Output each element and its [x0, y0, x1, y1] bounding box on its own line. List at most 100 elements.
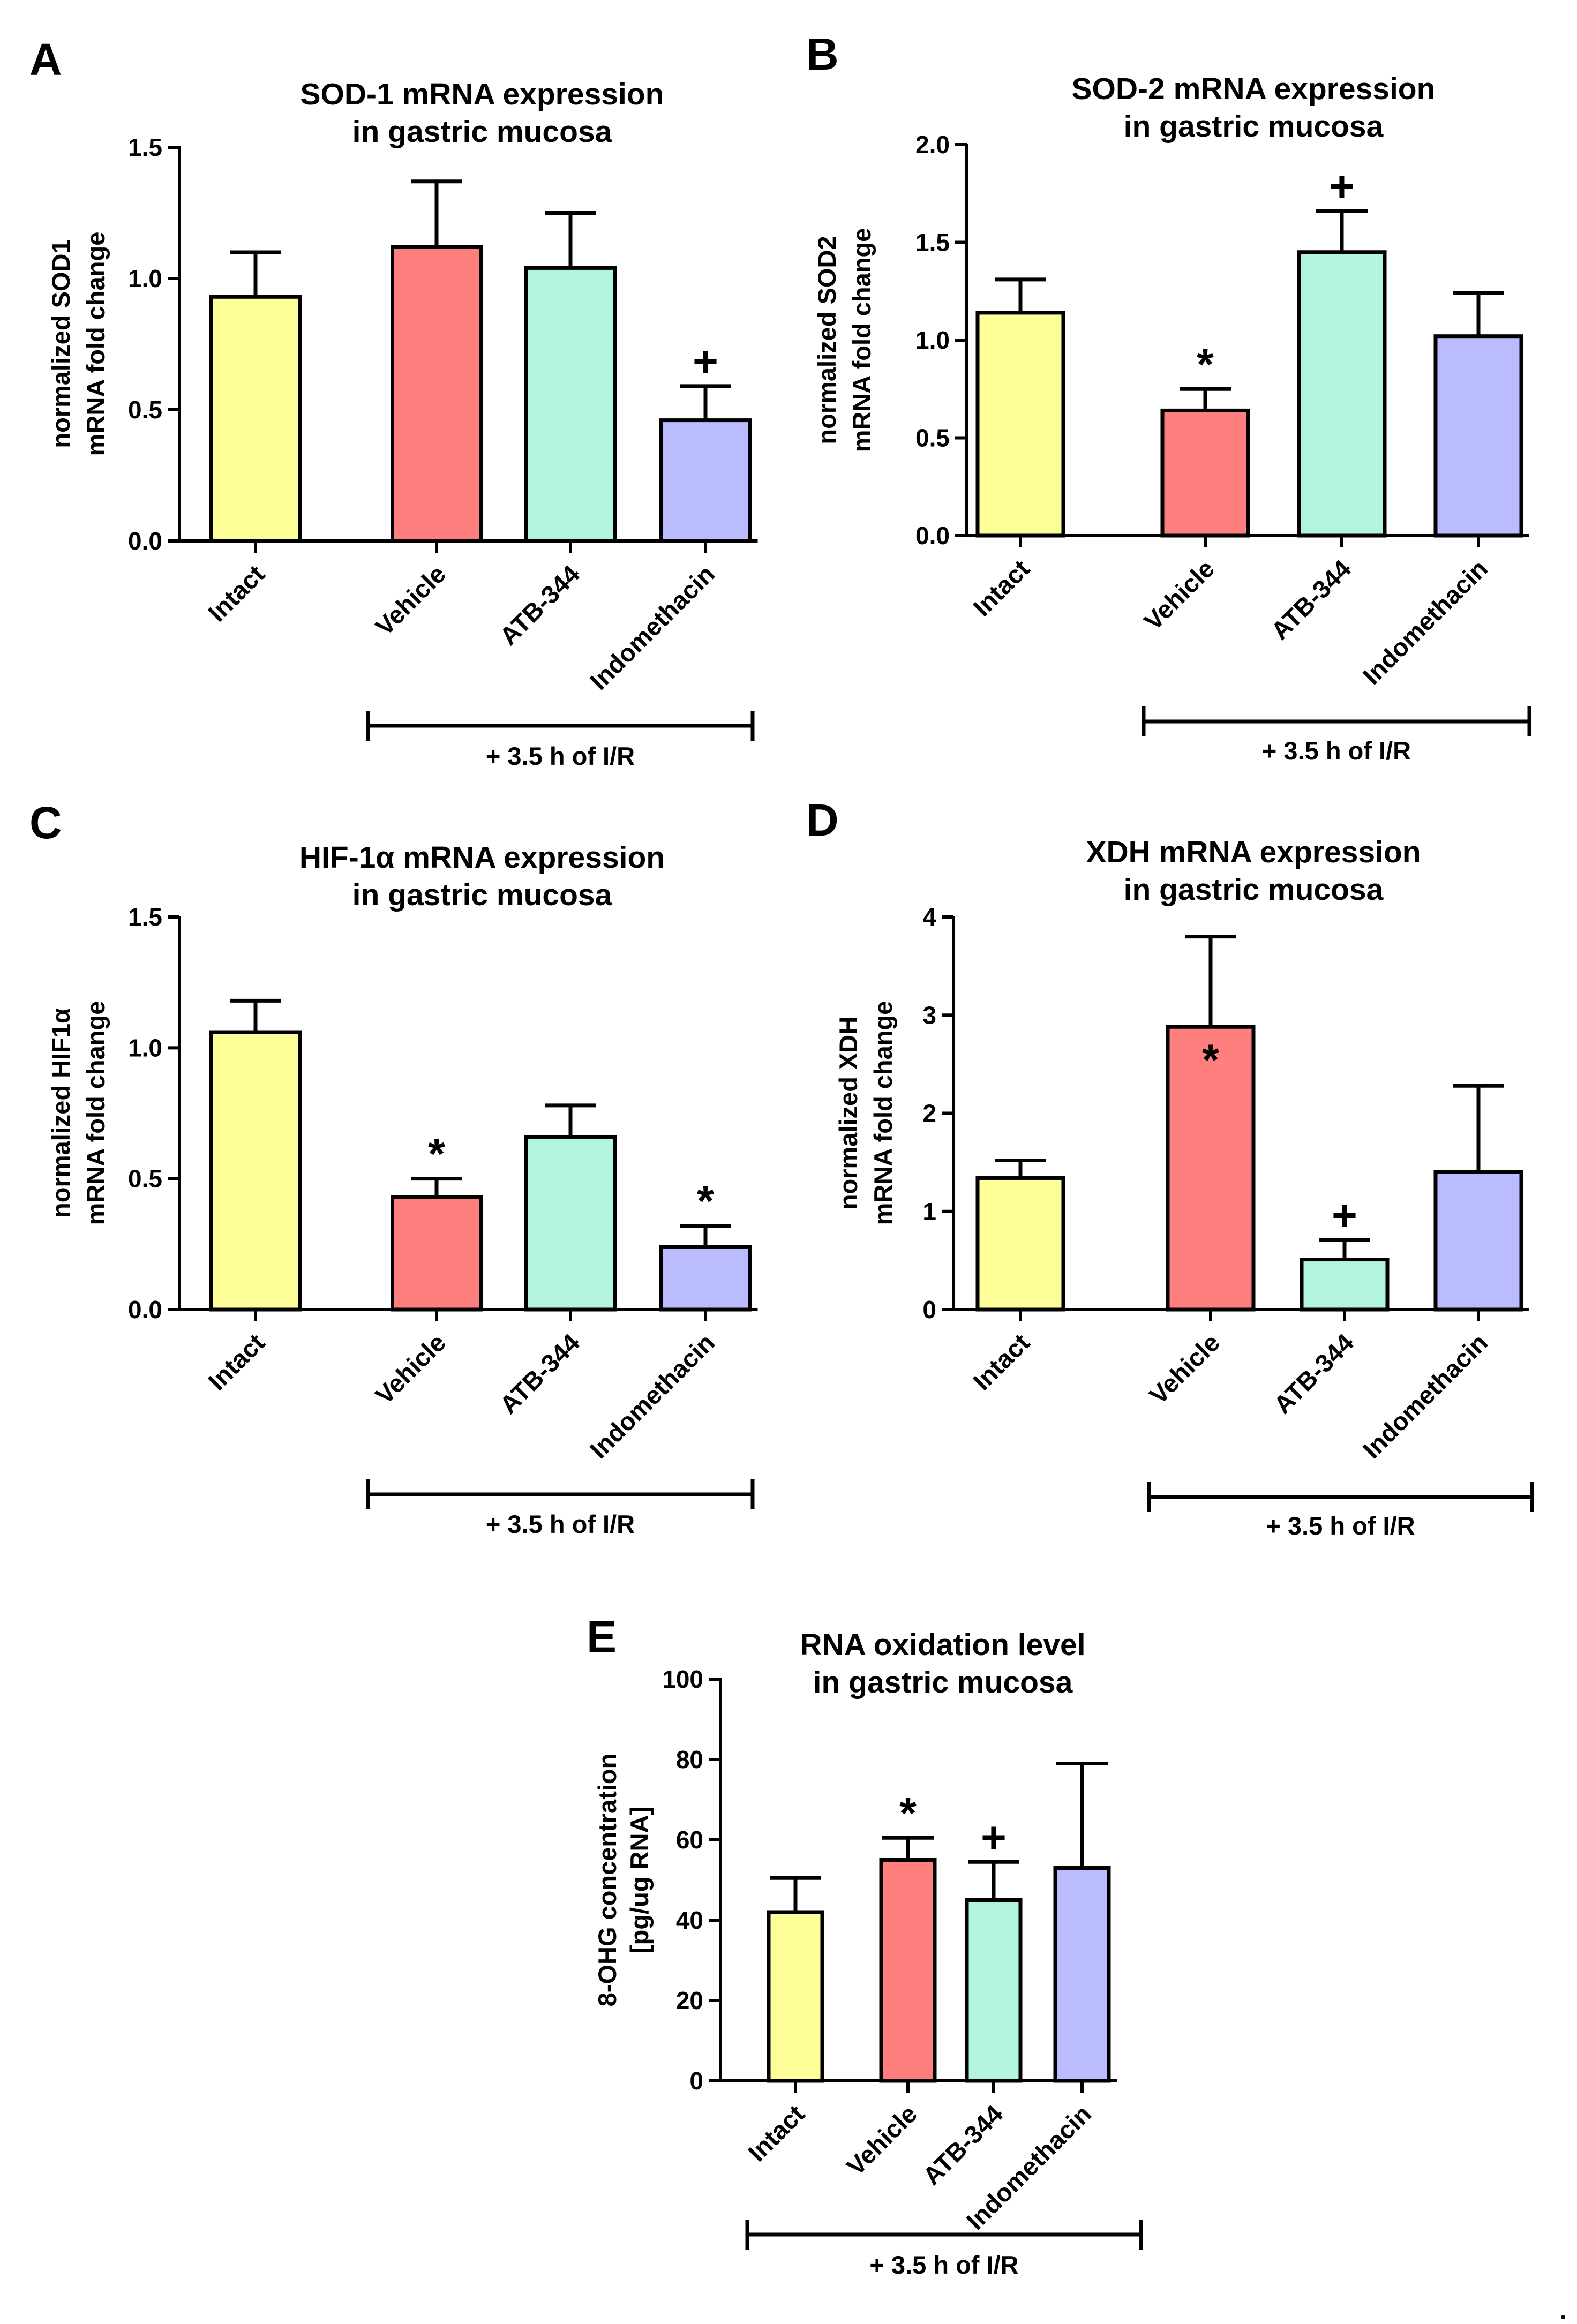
y-axis-label-line: normalized SOD1	[47, 239, 75, 448]
y-axis-label-line: [pg/ug RNA]	[625, 1807, 654, 1953]
bar-intact	[209, 295, 302, 543]
bar-vehicle	[391, 1195, 483, 1312]
bar-atb-344	[524, 266, 617, 543]
y-tick-label: 0.0	[915, 522, 950, 550]
chart-title-line: in gastric mucosa	[352, 115, 613, 149]
group-bracket-label: + 3.5 h of I/R	[1266, 1511, 1415, 1540]
y-tick-label: 1.5	[128, 903, 162, 931]
significance-marker: *	[1197, 340, 1214, 389]
x-category-label: Intact	[202, 1328, 270, 1395]
y-tick-label: 3	[922, 1001, 936, 1029]
y-tick-label: 1.0	[128, 1034, 162, 1062]
y-tick-label: 20	[676, 1987, 703, 2014]
panel-letter: A	[29, 34, 62, 85]
x-category-label: ATB-344	[917, 2100, 1008, 2191]
x-category-label: ATB-344	[494, 1328, 585, 1419]
chart-title-line: XDH mRNA expression	[1086, 835, 1421, 869]
x-category-label: Indomethacin	[1357, 1328, 1493, 1464]
x-category-label: Vehicle	[1138, 554, 1220, 636]
y-tick-label: 2.0	[915, 131, 950, 159]
significance-marker: +	[1329, 162, 1355, 211]
y-tick-label: 0	[689, 2067, 703, 2095]
bar-vehicle	[1166, 1025, 1256, 1312]
y-axis-label-line: normalized HIF1α	[47, 1008, 75, 1218]
y-tick-label: 0.0	[128, 527, 162, 555]
bar-atb-344	[524, 1134, 617, 1312]
panel-letter: D	[806, 795, 839, 845]
y-axis-label-line: mRNA fold change	[847, 228, 876, 453]
x-category-label: Indomethacin	[1357, 554, 1493, 690]
y-axis-label-line: normalized XDH	[834, 1017, 862, 1209]
x-category-label: Indomethacin	[584, 1328, 720, 1464]
chart-title-line: in gastric mucosa	[1124, 873, 1384, 907]
y-tick-label: 100	[662, 1665, 703, 1693]
y-tick-label: 1.5	[915, 229, 950, 257]
y-tick-label: 2	[922, 1100, 936, 1127]
x-category-label: Intact	[202, 559, 270, 627]
bar-indomethacin	[1053, 1866, 1111, 2083]
significance-marker: *	[697, 1177, 714, 1226]
group-bracket-label: + 3.5 h of I/R	[486, 1510, 635, 1538]
bar-intact	[975, 1176, 1065, 1312]
group-bracket-label: + 3.5 h of I/R	[869, 2251, 1018, 2279]
bar-vehicle	[879, 1858, 937, 2083]
chart-title-line: RNA oxidation level	[800, 1628, 1085, 1662]
bar-indomethacin	[659, 1245, 752, 1312]
chart-panel-a: A SOD-1 mRNA expression in gastric mucosa n…	[29, 34, 758, 770]
x-category-label: Intact	[967, 1328, 1035, 1395]
significance-marker: +	[981, 1813, 1007, 1862]
chart-title-line: in gastric mucosa	[352, 878, 613, 912]
bar-atb-344	[965, 1898, 1023, 2083]
bar-atb-344	[1297, 250, 1387, 538]
figure-end-mark: .	[1560, 2297, 1567, 2324]
bar-atb-344	[1300, 1258, 1390, 1312]
y-tick-label: 40	[676, 1906, 703, 1934]
y-tick-label: 0	[922, 1296, 936, 1323]
x-category-label: ATB-344	[494, 560, 585, 651]
bar-intact	[767, 1910, 824, 2083]
bar-vehicle	[1160, 408, 1250, 538]
y-axis-label-line: 8-OHG concentration	[593, 1754, 621, 2007]
chart-title-line: HIF-1α mRNA expression	[299, 840, 665, 875]
x-category-label: Vehicle	[841, 2100, 922, 2181]
bar-vehicle	[391, 245, 483, 543]
chart-title-line: in gastric mucosa	[1124, 109, 1384, 144]
y-tick-label: 1.5	[128, 133, 162, 161]
significance-marker: *	[899, 1789, 917, 1838]
x-category-label: ATB-344	[1265, 554, 1356, 645]
group-bracket-label: + 3.5 h of I/R	[486, 742, 635, 770]
chart-title-line: in gastric mucosa	[813, 1665, 1073, 1699]
bar-indomethacin	[1433, 1170, 1523, 1312]
chart-title-line: SOD-1 mRNA expression	[301, 77, 664, 111]
y-tick-label: 80	[676, 1746, 703, 1773]
x-category-label: ATB-344	[1268, 1328, 1359, 1419]
group-bracket-label: + 3.5 h of I/R	[1262, 736, 1411, 765]
x-category-label: Vehicle	[1144, 1328, 1225, 1410]
y-axis-label-line: normalized SOD2	[813, 236, 841, 444]
y-tick-label: 1.0	[915, 326, 950, 354]
x-category-label: Vehicle	[370, 1328, 451, 1410]
y-tick-label: 1.0	[128, 265, 162, 292]
significance-marker: +	[1332, 1191, 1357, 1240]
chart-panel-d: D XDH mRNA expression in gastric mucosa nor…	[806, 795, 1534, 1540]
significance-marker: *	[428, 1130, 445, 1179]
bar-indomethacin	[1433, 334, 1523, 538]
y-axis-label-line: mRNA fold change	[81, 232, 110, 456]
significance-marker: +	[693, 337, 718, 386]
x-category-label: Vehicle	[370, 560, 451, 641]
y-tick-label: 0.5	[128, 396, 162, 424]
y-tick-label: 0.0	[128, 1296, 162, 1323]
y-tick-label: 0.5	[128, 1165, 162, 1193]
chart-title-line: SOD-2 mRNA expression	[1072, 72, 1436, 106]
x-category-label: Indomethacin	[584, 560, 720, 696]
panel-letter: B	[806, 29, 839, 79]
y-axis-label-line: mRNA fold change	[81, 1001, 110, 1225]
y-tick-label: 1	[922, 1198, 936, 1225]
y-tick-label: 60	[676, 1826, 703, 1854]
y-tick-label: 4	[922, 903, 936, 931]
bar-indomethacin	[659, 418, 752, 543]
significance-marker: *	[1202, 1036, 1219, 1085]
